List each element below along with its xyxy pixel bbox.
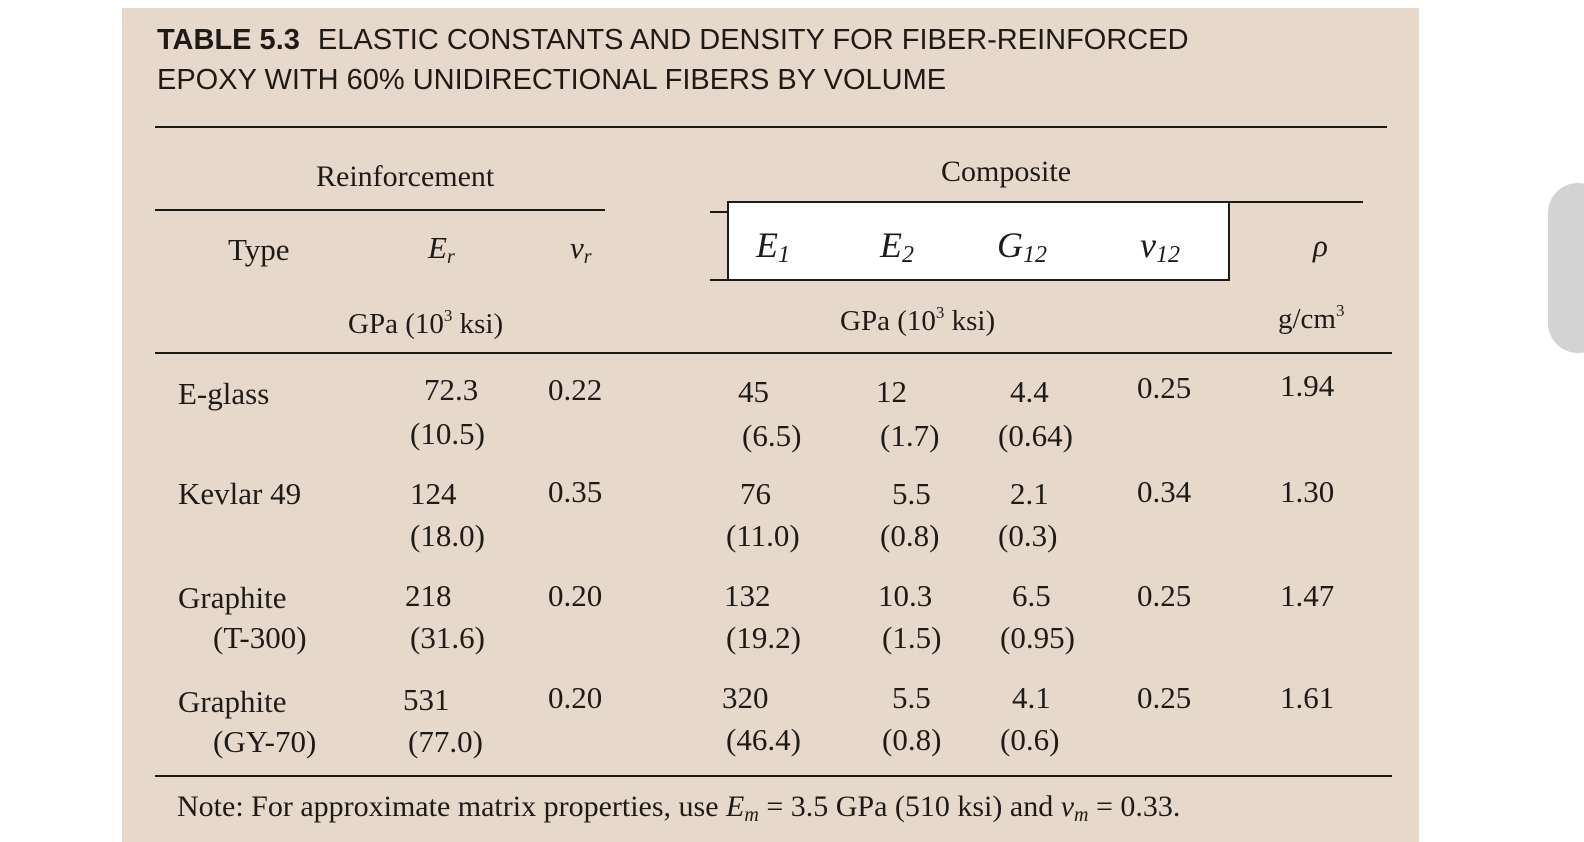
cell-e2-ksi: (1.5)	[882, 620, 942, 655]
cell-er: 124	[410, 476, 457, 511]
cell-er: 72.3	[424, 372, 479, 407]
cell-e1: 132	[724, 578, 771, 613]
cell-e1: 45	[738, 374, 769, 409]
cell-e1-ksi: (11.0)	[726, 518, 800, 553]
col-e2: E2	[880, 225, 914, 268]
cell-e2: 5.5	[892, 680, 931, 715]
cell-er-ksi: (31.6)	[410, 620, 485, 655]
composite-rule-left	[710, 211, 728, 213]
cell-e1-ksi: (19.2)	[726, 620, 801, 655]
cell-e1-ksi: (46.4)	[726, 722, 801, 757]
cell-e1: 76	[740, 476, 771, 511]
top-rule	[155, 126, 1387, 128]
col-v12: ν12	[1140, 225, 1180, 268]
cell-e1: 320	[722, 680, 769, 715]
cell-e2: 5.5	[892, 476, 931, 511]
cell-e2-ksi: (0.8)	[880, 518, 940, 553]
cell-type-grade: (GY-70)	[213, 724, 317, 759]
cell-g12: 6.5	[1012, 578, 1051, 613]
cell-v12: 0.25	[1137, 370, 1192, 405]
cell-er: 531	[403, 682, 450, 717]
cell-type-grade: (T-300)	[213, 620, 307, 655]
cell-er-ksi: (10.5)	[410, 416, 485, 451]
cell-er-ksi: (18.0)	[410, 518, 485, 553]
col-er: Er	[428, 230, 455, 268]
table-number: TABLE 5.3	[157, 24, 300, 56]
composite-rule-under	[710, 279, 728, 281]
cell-v12: 0.34	[1137, 474, 1192, 509]
header-bottom-rule	[155, 352, 1392, 354]
units-reinforcement: GPa (103 ksi)	[348, 306, 504, 340]
composite-rule-right	[1226, 201, 1363, 203]
table-note: Note: For approximate matrix properties,…	[177, 790, 1181, 826]
viewer-side-handle[interactable]	[1548, 183, 1584, 353]
col-rho: ρ	[1313, 228, 1328, 263]
cell-e2: 10.3	[878, 578, 933, 613]
bottom-rule	[155, 775, 1392, 777]
cell-e2-ksi: (0.8)	[882, 722, 942, 757]
table-caption: TABLE 5.3 ELASTIC CONSTANTS AND DENSITY F…	[157, 20, 1377, 100]
cell-type: Kevlar 49	[178, 476, 302, 511]
cell-rho: 1.30	[1280, 474, 1335, 509]
units-density: g/cm3	[1278, 301, 1345, 335]
book-page	[122, 8, 1419, 842]
col-type: Type	[228, 232, 290, 267]
col-g12: G12	[997, 225, 1047, 268]
col-e1: E1	[756, 225, 790, 268]
cell-g12: 2.1	[1010, 476, 1049, 511]
cell-v12: 0.25	[1137, 578, 1192, 613]
cell-vr: 0.20	[548, 680, 603, 715]
col-vr: νr	[570, 230, 592, 268]
units-composite: GPa (103 ksi)	[840, 303, 996, 337]
cell-vr: 0.35	[548, 474, 603, 509]
cell-type: Graphite	[178, 684, 287, 719]
cell-vr: 0.20	[548, 578, 603, 613]
cell-e2: 12	[876, 374, 907, 409]
photo-top-margin	[122, 0, 1419, 8]
cell-g12-ksi: (0.95)	[1000, 620, 1075, 655]
cell-g12-ksi: (0.3)	[998, 518, 1058, 553]
cell-g12: 4.4	[1010, 374, 1049, 409]
cell-type: E-glass	[178, 376, 270, 411]
cell-rho: 1.61	[1280, 680, 1335, 715]
cell-v12: 0.25	[1137, 680, 1192, 715]
composite-group-header: Composite	[941, 155, 1072, 188]
cell-er-ksi: (77.0)	[408, 724, 483, 759]
cell-g12-ksi: (0.6)	[1000, 722, 1060, 757]
cell-e1-ksi: (6.5)	[742, 418, 802, 453]
cell-type: Graphite	[178, 580, 287, 615]
composite-header-highlight	[727, 201, 1230, 281]
cell-g12: 4.1	[1012, 680, 1051, 715]
cell-rho: 1.94	[1280, 368, 1335, 403]
table-title-line2: EPOXY WITH 60% UNIDIRECTIONAL FIBERS BY …	[157, 64, 947, 96]
cell-rho: 1.47	[1280, 578, 1335, 613]
cell-er: 218	[405, 578, 452, 613]
reinforcement-rule	[155, 209, 605, 211]
cell-vr: 0.22	[548, 372, 603, 407]
cell-e2-ksi: (1.7)	[880, 418, 940, 453]
reinforcement-group-header: Reinforcement	[316, 160, 495, 193]
table-title-line1: ELASTIC CONSTANTS AND DENSITY FOR FIBER-…	[317, 24, 1189, 56]
cell-g12-ksi: (0.64)	[998, 418, 1073, 453]
